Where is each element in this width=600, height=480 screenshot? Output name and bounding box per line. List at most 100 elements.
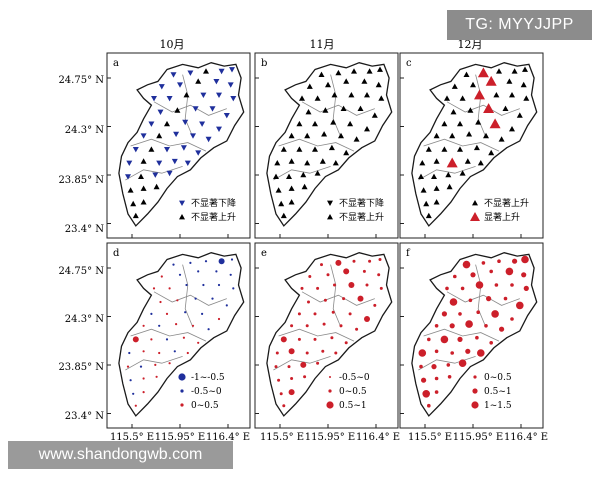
y-tick-label-bottom: 23.4° N [65, 411, 104, 422]
y-tick-label-top: 24.75° N [58, 75, 104, 86]
station-dot [321, 349, 325, 353]
station-dot [418, 349, 427, 357]
sub-basin-boundary [182, 74, 194, 138]
sub-basin-boundary [475, 74, 487, 138]
station-dot [229, 273, 232, 276]
station-dot [217, 317, 221, 321]
station-dot [352, 259, 356, 263]
station-dot [186, 351, 189, 355]
station-marker [183, 92, 190, 98]
y-tick-label-top: 23.4° N [65, 224, 104, 235]
station-dot [290, 377, 294, 380]
station-dot [197, 270, 200, 273]
station-marker [470, 81, 476, 88]
sub-basin-boundary [278, 138, 355, 152]
map-panel-f: f 0~0.5 0.5~1 1~1.5 [399, 242, 544, 429]
station-dot [282, 404, 286, 408]
x-tick-label: 116.4° E [504, 432, 548, 443]
x-tick-label: 115.95° E [155, 432, 205, 443]
station-marker [318, 71, 325, 77]
station-marker [190, 133, 196, 139]
sub-basin-boundary [182, 264, 194, 328]
station-dot [142, 350, 145, 353]
station-dot [343, 268, 350, 275]
y-tick-label-top: 24.3° N [65, 125, 104, 136]
station-marker [213, 79, 220, 85]
station-marker [312, 120, 318, 127]
station-dot [201, 312, 204, 315]
station-dot [288, 348, 295, 355]
legend-symbol [471, 401, 479, 409]
legend-symbol [472, 200, 478, 206]
station-dot [449, 298, 458, 306]
station-marker [506, 78, 513, 84]
x-tick-label: 115.5° E [260, 432, 304, 443]
station-dot [373, 303, 377, 307]
station-dot [182, 336, 185, 339]
station-dot [505, 267, 514, 276]
station-dot [150, 312, 153, 315]
station-marker [446, 183, 453, 190]
station-marker [375, 81, 382, 88]
sub-basin-boundary [446, 101, 520, 116]
legend-label: 显著上升 [484, 211, 520, 223]
station-dot [313, 337, 317, 341]
station-marker [274, 160, 281, 166]
station-marker [357, 105, 364, 111]
station-dot [475, 281, 484, 289]
column-title-december: 12月 [458, 38, 483, 51]
station-dot [510, 317, 514, 321]
station-dot [357, 295, 364, 302]
station-dot [154, 363, 157, 366]
station-dot [173, 350, 176, 353]
station-dot [378, 258, 382, 261]
station-dot [297, 337, 301, 341]
station-dot [477, 349, 485, 357]
station-marker [130, 200, 137, 207]
station-dot [287, 365, 291, 369]
station-dot [189, 261, 192, 264]
station-marker [464, 158, 471, 164]
station-dot [458, 312, 462, 316]
station-marker [483, 132, 489, 139]
station-dot [342, 297, 346, 301]
station-dot [348, 312, 352, 316]
x-tick-label: 115.5° E [110, 432, 154, 443]
station-dot [202, 283, 205, 287]
station-marker [343, 78, 350, 84]
station-dot [434, 349, 439, 354]
legend-symbol [180, 389, 184, 393]
station-marker [166, 96, 173, 102]
station-dot [129, 379, 132, 382]
x-tick-label: 115.95° E [453, 432, 503, 443]
y-tick-label-bottom: 23.85° N [58, 362, 104, 373]
station-marker [371, 112, 378, 118]
station-dot [175, 323, 178, 326]
sub-basin-boundary [301, 291, 375, 306]
station-marker [489, 118, 501, 129]
station-marker [304, 160, 311, 166]
station-dot [326, 273, 330, 277]
station-dot [323, 298, 327, 302]
column-title-october: 10月 [160, 38, 185, 51]
legend-symbol [178, 373, 186, 381]
station-marker [203, 68, 209, 74]
station-dot [305, 351, 309, 355]
station-marker [445, 171, 452, 178]
legend-label: 1~1.5 [484, 401, 512, 411]
legend-label: 不显著上升 [484, 197, 529, 209]
station-marker [328, 144, 335, 151]
legend-label: 不显著下降 [191, 197, 236, 209]
station-marker [173, 131, 180, 138]
station-marker [475, 119, 482, 125]
sub-basin-boundary [153, 291, 227, 306]
station-dot [523, 285, 529, 291]
x-tick-label: 115.95° E [305, 432, 355, 443]
station-marker [433, 132, 440, 139]
station-marker [516, 112, 523, 118]
station-marker [275, 187, 282, 193]
legend-symbol [179, 214, 185, 220]
station-marker [457, 120, 463, 127]
sub-basin-boundary [273, 166, 331, 181]
